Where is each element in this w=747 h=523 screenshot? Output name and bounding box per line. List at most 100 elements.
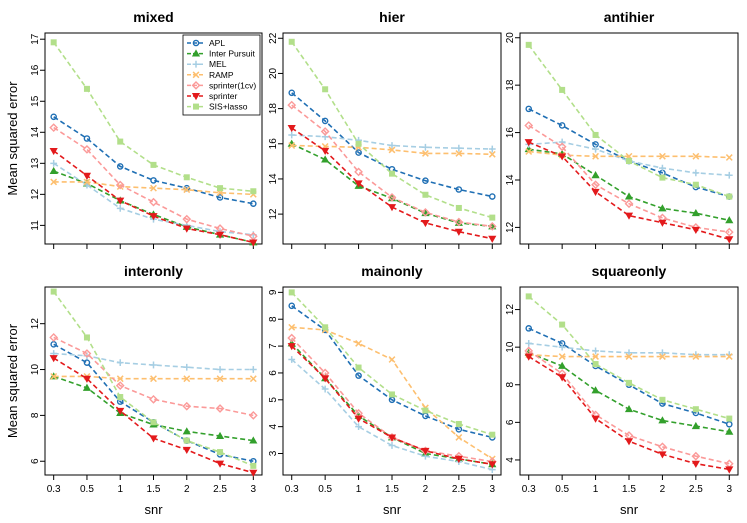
data-point <box>525 325 533 332</box>
data-point <box>558 353 566 360</box>
data-point <box>488 193 496 200</box>
data-point <box>592 347 599 355</box>
y-tick-label: 12 <box>30 188 41 200</box>
data-point <box>115 381 125 390</box>
data-point <box>183 186 191 194</box>
y-tick-label: 12 <box>30 318 41 330</box>
data-point <box>658 204 667 212</box>
data-point <box>624 404 634 413</box>
y-tick-label: 16 <box>268 138 279 150</box>
x-tick-label: 2.5 <box>689 484 703 495</box>
data-point <box>525 340 533 347</box>
x-tick-label: 3 <box>726 484 732 495</box>
data-point <box>659 164 666 172</box>
data-point <box>215 404 225 413</box>
data-point <box>182 446 191 454</box>
data-point <box>115 180 125 190</box>
data-point <box>82 172 92 180</box>
y-tick-label: 6 <box>505 419 516 425</box>
series-line <box>53 116 254 205</box>
data-point <box>49 123 59 133</box>
data-point <box>49 166 58 175</box>
y-tick-label: 20 <box>268 67 279 79</box>
data-point <box>592 145 599 153</box>
data-point <box>625 349 633 357</box>
series-sprinter <box>287 343 497 469</box>
data-point <box>726 415 733 422</box>
data-point <box>321 385 329 393</box>
data-point <box>624 212 634 220</box>
series-line <box>291 41 493 219</box>
data-point <box>116 197 125 205</box>
y-tick-label: 10 <box>505 341 516 353</box>
data-point <box>216 375 224 383</box>
data-point <box>725 353 733 360</box>
panel-title: mixed <box>133 9 173 25</box>
data-point <box>454 228 463 236</box>
data-point <box>387 204 397 212</box>
data-point <box>692 152 700 160</box>
panel-mixed: mixed 11 12 13 14 15 16 17 Mean squared error APL… <box>5 9 263 249</box>
data-point <box>388 170 395 177</box>
data-point <box>592 353 599 360</box>
data-point <box>692 181 699 188</box>
data-point <box>725 427 734 435</box>
data-point <box>150 361 157 369</box>
data-point <box>489 214 496 221</box>
data-point <box>83 135 91 142</box>
data-point <box>659 349 666 357</box>
series-RAMP <box>288 142 496 158</box>
data-point <box>591 180 600 190</box>
legend-marker <box>192 60 200 68</box>
x-tick-label: 1.5 <box>622 484 636 495</box>
data-point <box>659 353 666 360</box>
series-sprinter <box>287 125 497 243</box>
data-point <box>321 117 329 125</box>
series-sprinter <box>524 353 734 474</box>
y-tick-label: 12 <box>268 208 279 220</box>
data-point <box>658 219 667 227</box>
y-tick-label: 12 <box>505 304 516 316</box>
data-point <box>487 222 497 231</box>
data-point <box>149 213 158 221</box>
data-point <box>422 150 429 157</box>
data-point <box>150 184 157 192</box>
panel-mainonly: mainonly 3 4 5 6 7 8 9 0.3 0.5 1 1.5 2 2.5 3 snr <box>268 263 502 517</box>
series-line <box>528 350 730 465</box>
series-MEL <box>525 340 733 359</box>
data-point <box>557 142 567 152</box>
data-point <box>354 180 363 188</box>
data-point <box>725 236 734 244</box>
x-tick-label: 3 <box>489 484 495 495</box>
x-tick-label: 0.3 <box>285 484 299 495</box>
data-point <box>692 353 700 360</box>
data-point <box>422 143 429 151</box>
y-tick-label: 4 <box>505 457 516 463</box>
y-tick-label: 18 <box>268 103 279 115</box>
data-point <box>250 462 257 469</box>
data-point <box>287 343 296 351</box>
data-point <box>659 152 666 160</box>
data-point <box>249 469 258 477</box>
data-point <box>150 375 157 383</box>
data-point <box>287 333 297 343</box>
x-tick-label: 0.5 <box>80 484 94 495</box>
series-APL <box>288 302 496 441</box>
series-SIS+lasso <box>288 289 496 438</box>
legend-marker <box>192 39 200 47</box>
data-point <box>50 113 57 121</box>
data-point <box>625 353 633 360</box>
data-point <box>355 364 362 371</box>
plot-frame <box>282 32 502 245</box>
data-point <box>82 349 92 358</box>
x-tick-label: 2 <box>184 484 190 495</box>
panel-title: antihier <box>604 9 655 25</box>
data-point <box>489 431 496 438</box>
data-point <box>388 442 396 449</box>
y-tick-label: 14 <box>30 126 41 138</box>
data-point <box>83 359 91 366</box>
y-axis-label: Mean squared error <box>5 323 20 438</box>
data-point <box>250 200 257 207</box>
series-line <box>528 352 730 433</box>
data-point <box>249 239 258 247</box>
